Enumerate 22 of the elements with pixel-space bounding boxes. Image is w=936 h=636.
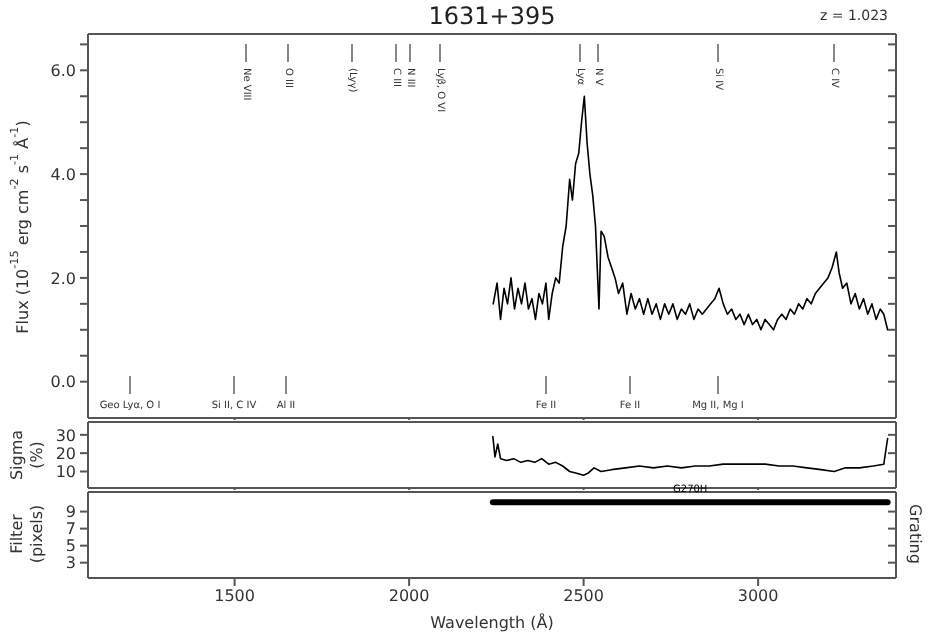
y-tick-label: 4.0	[50, 165, 76, 184]
y-tick-label: 3	[65, 554, 76, 573]
x-tick-label: 2000	[388, 587, 430, 606]
y-axis-title: Sigma (%)	[7, 429, 45, 481]
y-tick-label: 10	[55, 463, 76, 482]
y-tick-label: 2.0	[50, 269, 76, 288]
y-tick-label: 30	[55, 426, 76, 445]
y-axis-title: Filter (pixels)	[7, 504, 45, 564]
y-tick-label: 9	[65, 503, 76, 522]
y-tick-label: 20	[55, 444, 76, 463]
x-axis-title: Wavelength (Å)	[430, 612, 554, 632]
y-tick-label: 5	[65, 537, 76, 556]
chart-title: 1631+395	[428, 2, 556, 30]
x-tick-label: 3000	[737, 587, 779, 606]
y2-axis-title: Grating	[907, 504, 925, 564]
y-tick-label: 6.0	[50, 62, 76, 80]
line-series	[492, 95, 889, 331]
y-tick-label: 7	[65, 520, 76, 539]
y-tick-label: 0.0	[50, 373, 76, 392]
line-series	[492, 435, 889, 476]
x-tick-label: 2500	[563, 587, 604, 606]
x-tick-label: 1500	[214, 587, 255, 606]
